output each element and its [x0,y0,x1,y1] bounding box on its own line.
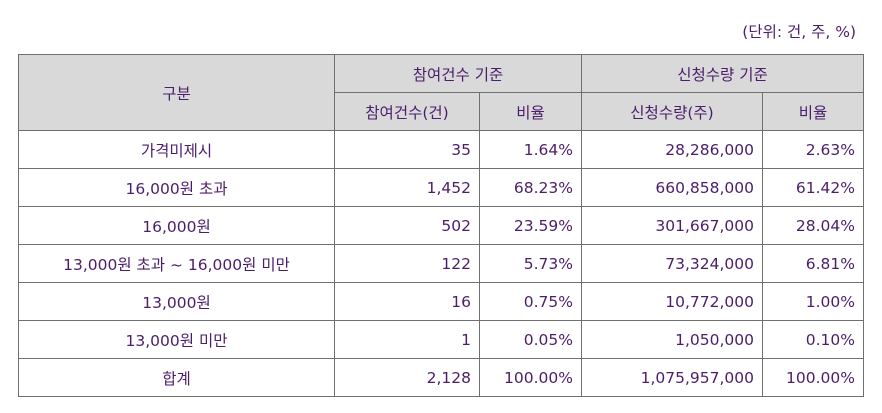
table-row: 13,000원 초과 ~ 16,000원 미만 122 5.73% 73,324,00… [18,244,864,283]
header-category: 구분 [18,54,335,131]
table-row: 13,000원 미만 1 0.05% 1,050,000 0.10% [18,320,864,359]
cell-subscription-ratio: 1.00% [762,282,864,321]
cell-subscription-ratio: 2.63% [762,130,864,169]
cell-subscription-qty: 28,286,000 [581,130,763,169]
cell-category: 13,000원 미만 [18,320,335,359]
table-body: 가격미제시 35 1.64% 28,286,000 2.63% 16,000원 초과 1,4… [18,130,864,397]
cell-participation-count: 502 [334,206,480,245]
cell-subscription-qty: 10,772,000 [581,282,763,321]
header-group-subscription: 신청수량 기준 [581,54,864,93]
cell-category: 16,000원 초과 [18,168,335,207]
demand-forecast-table: 구분 참여건수 기준 신청수량 기준 참여건수(건) 비율 신청수량(주) 비율… [18,54,864,397]
cell-participation-count: 2,128 [334,358,480,397]
cell-participation-count: 1,452 [334,168,480,207]
header-subscription-ratio: 비율 [762,92,864,131]
header-subscription-qty: 신청수량(주) [581,92,763,131]
cell-subscription-qty: 301,667,000 [581,206,763,245]
cell-category: 합계 [18,358,335,397]
cell-subscription-qty: 73,324,000 [581,244,763,283]
unit-note: (단위: 건, 주, %) [742,23,856,41]
table-row: 가격미제시 35 1.64% 28,286,000 2.63% [18,130,864,169]
cell-subscription-ratio: 100.00% [762,358,864,397]
cell-participation-ratio: 5.73% [479,244,582,283]
table-row: 13,000원 16 0.75% 10,772,000 1.00% [18,282,864,321]
header-participation-ratio: 비율 [479,92,582,131]
cell-category: 13,000원 [18,282,335,321]
cell-subscription-ratio: 28.04% [762,206,864,245]
cell-category: 가격미제시 [18,130,335,169]
cell-participation-count: 16 [334,282,480,321]
header-group-participation: 참여건수 기준 [334,54,582,93]
table-row: 합계 2,128 100.00% 1,075,957,000 100.00% [18,358,864,397]
cell-participation-ratio: 0.05% [479,320,582,359]
cell-participation-ratio: 100.00% [479,358,582,397]
cell-participation-ratio: 68.23% [479,168,582,207]
cell-participation-ratio: 0.75% [479,282,582,321]
cell-subscription-qty: 1,075,957,000 [581,358,763,397]
cell-category: 13,000원 초과 ~ 16,000원 미만 [18,244,335,283]
cell-category: 16,000원 [18,206,335,245]
header-participation-count: 참여건수(건) [334,92,480,131]
cell-subscription-ratio: 0.10% [762,320,864,359]
cell-participation-ratio: 23.59% [479,206,582,245]
cell-participation-count: 122 [334,244,480,283]
cell-participation-ratio: 1.64% [479,130,582,169]
table-row: 16,000원 502 23.59% 301,667,000 28.04% [18,206,864,245]
cell-participation-count: 35 [334,130,480,169]
cell-subscription-ratio: 6.81% [762,244,864,283]
cell-subscription-qty: 660,858,000 [581,168,763,207]
table-row: 16,000원 초과 1,452 68.23% 660,858,000 61.42% [18,168,864,207]
cell-participation-count: 1 [334,320,480,359]
cell-subscription-ratio: 61.42% [762,168,864,207]
cell-subscription-qty: 1,050,000 [581,320,763,359]
